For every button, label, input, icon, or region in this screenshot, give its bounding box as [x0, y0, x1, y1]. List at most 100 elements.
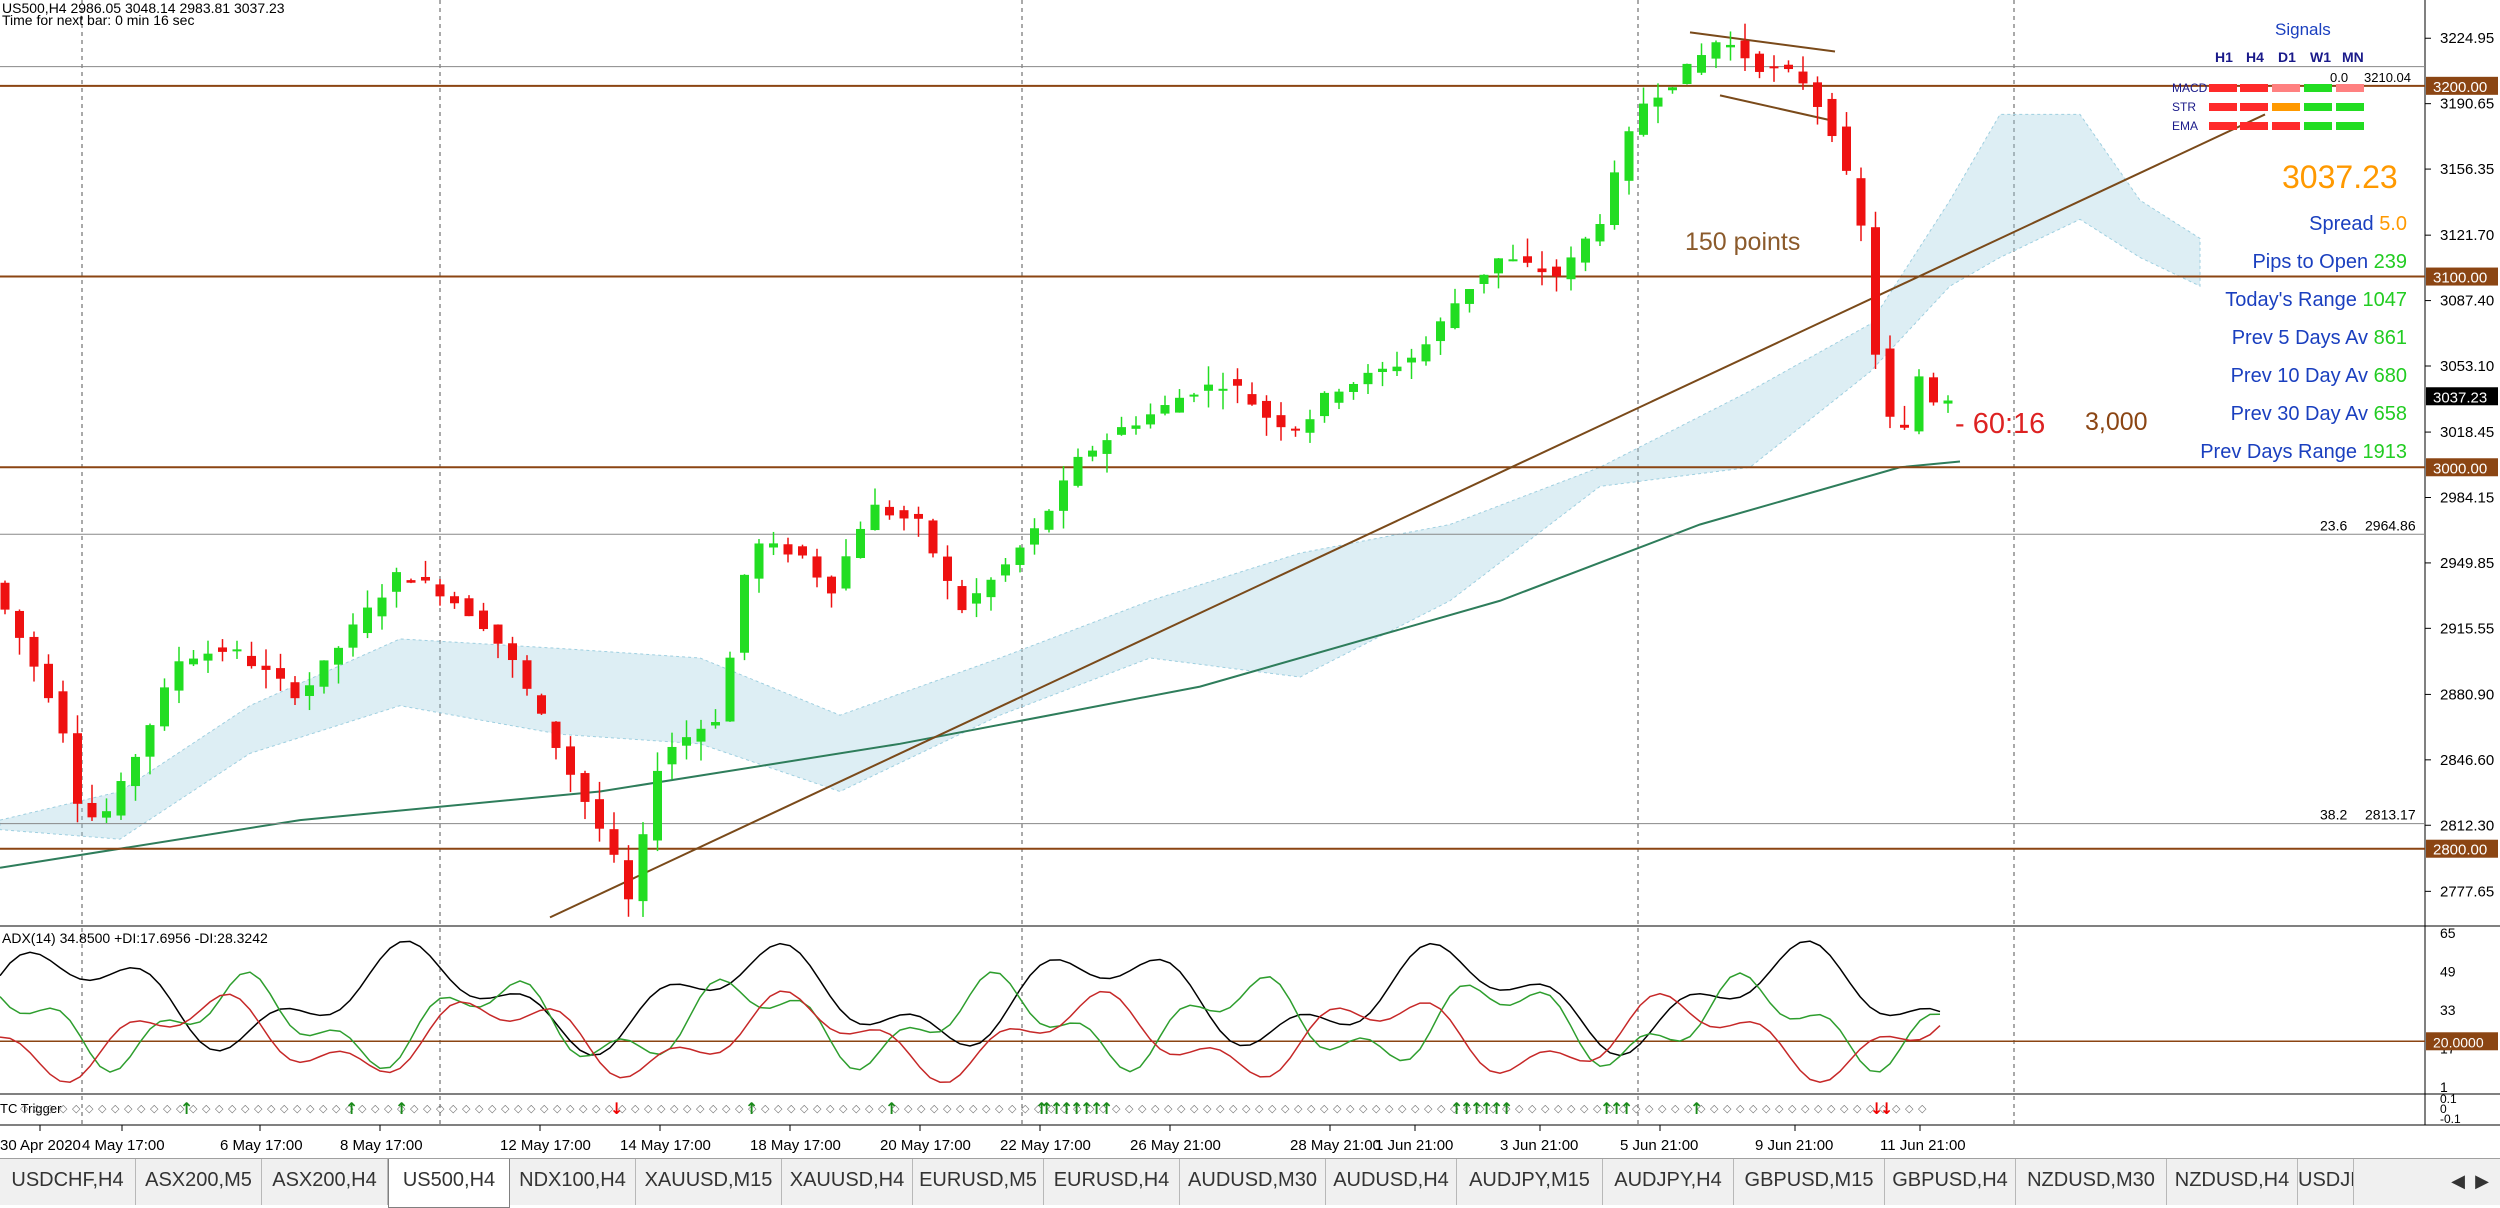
tc-up-arrow-icon: ↑ — [1100, 1099, 1113, 1118]
tc-up-arrow-icon: ↑ — [1600, 1099, 1613, 1118]
tc-down-arrow-icon: ↓ — [1880, 1099, 1893, 1118]
tc-marker-icon: ◇ — [410, 1102, 419, 1115]
signal-cell — [2304, 122, 2332, 130]
tc-down-arrow-icon: ↓ — [1870, 1099, 1883, 1118]
candle-body — [1639, 103, 1648, 135]
tc-marker-icon: ◇ — [1450, 1102, 1459, 1115]
tc-marker-icon: ◇ — [228, 1102, 237, 1115]
tab-asx200-m5[interactable]: ASX200,M5 — [136, 1159, 262, 1205]
tc-up-arrow-icon: ↑ — [1080, 1099, 1093, 1118]
tc-up-arrow-icon: ↑ — [1490, 1099, 1503, 1118]
candle-body — [638, 834, 648, 902]
candle-body — [1131, 425, 1141, 429]
tab-eurusd-h4[interactable]: EURUSD,H4 — [1044, 1159, 1180, 1205]
tc-marker-icon: ◇ — [1892, 1102, 1901, 1115]
tc-marker-icon: ◇ — [215, 1102, 224, 1115]
candle-body — [928, 520, 938, 554]
tab-nzdusd-h4[interactable]: NZDUSD,H4 — [2167, 1159, 2298, 1205]
tab-nzdusd-m30[interactable]: NZDUSD,M30 — [2016, 1159, 2167, 1205]
candle-body — [1595, 224, 1605, 242]
tc-marker-icon: ◇ — [1788, 1102, 1797, 1115]
tab-ndx100-h4[interactable]: NDX100,H4 — [510, 1159, 636, 1205]
candle-body — [1392, 366, 1402, 372]
time-label: 12 May 17:00 — [500, 1137, 591, 1154]
candle-body — [131, 756, 140, 787]
tc-tick-label: -0.1 — [2440, 1112, 2461, 1126]
symbol-header: US500,H4 2986.05 3048.14 2983.81 3037.23 — [2, 0, 285, 16]
minus-di-line — [0, 990, 1941, 1083]
tab-scroll-right-icon[interactable]: ▶ — [2475, 1171, 2489, 1191]
tc-marker-icon: ◇ — [1515, 1102, 1524, 1115]
tc-marker-icon: ◇ — [358, 1102, 367, 1115]
channel-bottom-line — [1719, 94, 1831, 122]
candle-body — [1218, 388, 1228, 391]
tab-xauusd-h4[interactable]: XAUUSD,H4 — [782, 1159, 913, 1205]
tc-marker-icon: ◇ — [930, 1102, 939, 1115]
cloud-area — [0, 113, 2201, 840]
tc-marker-icon: ◇ — [956, 1102, 965, 1115]
tab-usdchf-h4[interactable]: USDCHF,H4 — [0, 1159, 136, 1205]
tab-audusd-h4[interactable]: AUDUSD,H4 — [1326, 1159, 1457, 1205]
candle-body — [1610, 172, 1619, 226]
channel-top-line — [1689, 31, 1836, 53]
tab-gbpusd-h4[interactable]: GBPUSD,H4 — [1885, 1159, 2016, 1205]
tab-xauusd-m15[interactable]: XAUUSD,M15 — [636, 1159, 782, 1205]
tc-marker-icon: ◇ — [1073, 1102, 1082, 1115]
candle-body — [1711, 42, 1721, 59]
tab-eurusd-m5[interactable]: EURUSD,M5 — [913, 1159, 1044, 1205]
tc-marker-icon: ◇ — [1203, 1102, 1212, 1115]
tab-asx200-h4[interactable]: ASX200,H4 — [262, 1159, 388, 1205]
tc-marker-icon: ◇ — [1190, 1102, 1199, 1115]
tc-marker-icon: ◇ — [1307, 1102, 1316, 1115]
candle-body — [1813, 82, 1822, 107]
price-chart[interactable]: 3200.00 3100.00 3037.23 3000.00 2800.00 3224… — [0, 0, 2500, 1158]
tab-audusd-m30[interactable]: AUDUSD,M30 — [1180, 1159, 1326, 1205]
candle-body — [1726, 44, 1735, 48]
tab-audjpy-m15[interactable]: AUDJPY,M15 — [1457, 1159, 1603, 1205]
tab-gbpusd-m15[interactable]: GBPUSD,M15 — [1734, 1159, 1885, 1205]
tc-marker-icon: ◇ — [1138, 1102, 1147, 1115]
level-annotation: 3,000 — [2085, 408, 2148, 436]
tc-marker-icon: ◇ — [137, 1102, 146, 1115]
tc-marker-icon: ◇ — [1502, 1102, 1511, 1115]
tab-scroll-left-icon[interactable]: ◀ — [2451, 1171, 2465, 1191]
candle-body — [261, 665, 271, 670]
candle-body — [203, 653, 213, 661]
candle-body — [1827, 98, 1837, 137]
tc-marker-icon: ◇ — [202, 1102, 211, 1115]
time-label: 1 Jun 21:00 — [1375, 1137, 1453, 1154]
signals-timeframe: H4 — [2246, 49, 2264, 65]
candle-body — [1088, 450, 1097, 457]
signal-cell — [2336, 84, 2364, 92]
plus-di-line — [0, 971, 1941, 1073]
tc-marker-icon: ◇ — [475, 1102, 484, 1115]
signals-panel: Signals H1 H4 D1 W1 MN MACD STR EMA — [2172, 20, 2364, 133]
tab-us500-h4[interactable]: US500,H4 — [388, 1159, 510, 1208]
tab-audjpy-h4[interactable]: AUDJPY,H4 — [1603, 1159, 1734, 1205]
candle-body — [1175, 397, 1184, 413]
candle-body — [1015, 547, 1025, 565]
tab-usdjf[interactable]: USDJF — [2298, 1159, 2354, 1205]
signal-cell — [2304, 103, 2332, 111]
signals-timeframe: W1 — [2310, 49, 2331, 65]
signals-title: Signals — [2275, 20, 2331, 39]
tc-marker-icon: ◇ — [995, 1102, 1004, 1115]
candle-body — [479, 610, 488, 630]
tc-marker-icon: ◇ — [124, 1102, 133, 1115]
time-label: 14 May 17:00 — [620, 1137, 711, 1154]
tc-up-arrow-icon: ↑ — [1050, 1099, 1063, 1118]
candle-body — [1001, 564, 1010, 576]
candle-body — [551, 721, 561, 748]
candle-body — [102, 811, 111, 818]
candle-body — [1682, 63, 1692, 85]
adx-tick-label: 1 — [2440, 1079, 2448, 1095]
info-row: Prev 10 Day Av 680 — [2231, 365, 2407, 387]
tc-up-arrow-icon: ↑ — [395, 1099, 408, 1118]
tc-marker-icon: ◇ — [1918, 1102, 1927, 1115]
tc-marker-icon: ◇ — [1619, 1102, 1628, 1115]
candle-body — [624, 860, 633, 900]
tc-marker-icon: ◇ — [1853, 1102, 1862, 1115]
tc-marker-icon: ◇ — [345, 1102, 354, 1115]
level-label: 3000.00 — [2433, 460, 2487, 477]
tc-up-arrow-icon: ↑ — [1500, 1099, 1513, 1118]
